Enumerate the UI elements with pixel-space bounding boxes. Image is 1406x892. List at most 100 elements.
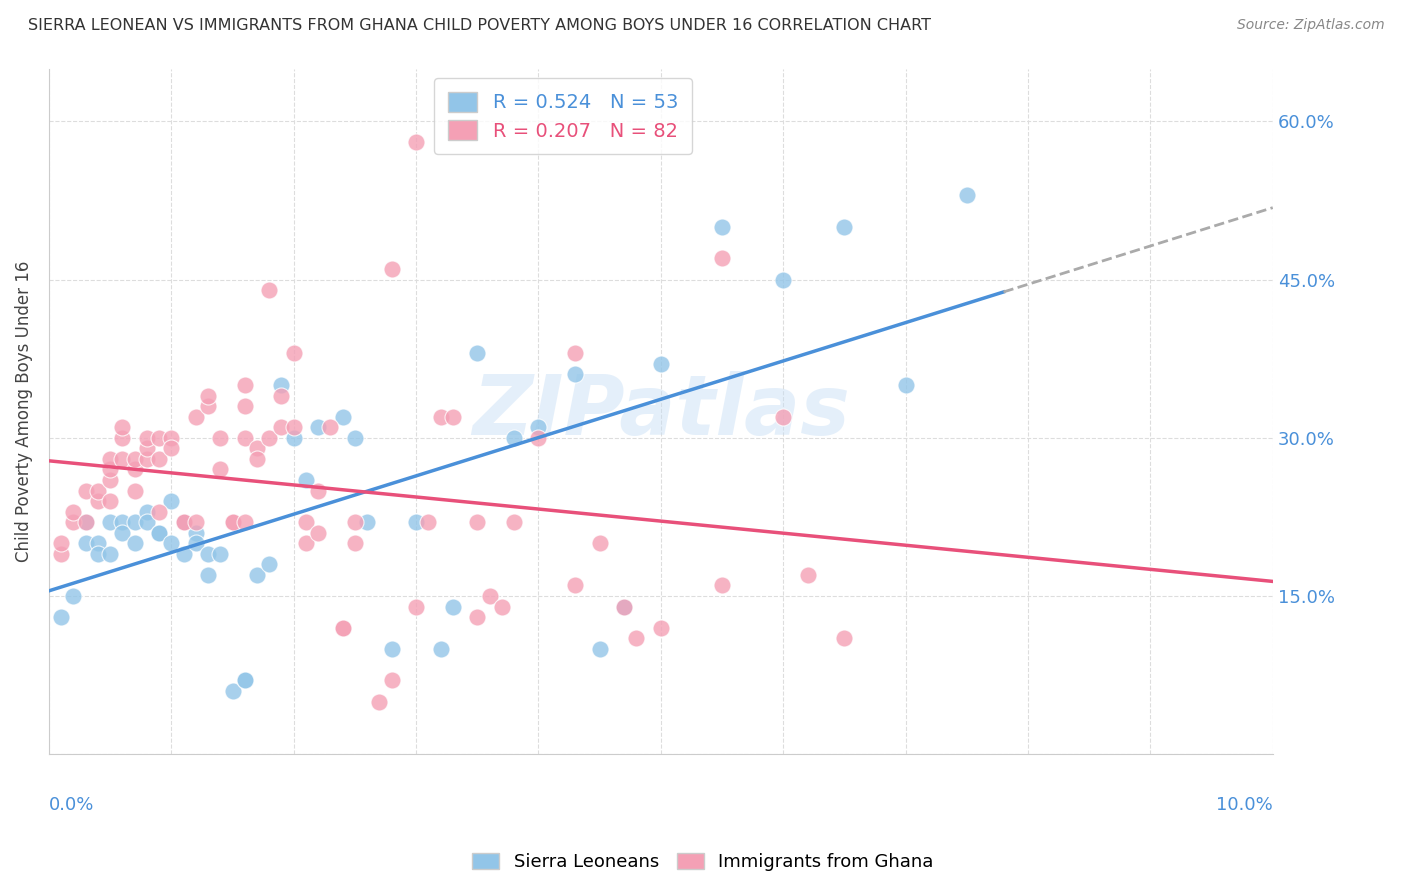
Point bbox=[173, 515, 195, 529]
Point bbox=[184, 409, 207, 424]
Point bbox=[441, 409, 464, 424]
Point bbox=[75, 515, 97, 529]
Point bbox=[124, 536, 146, 550]
Text: ZIPatlas: ZIPatlas bbox=[472, 371, 849, 452]
Point bbox=[613, 599, 636, 614]
Point bbox=[441, 599, 464, 614]
Point bbox=[197, 547, 219, 561]
Point bbox=[233, 673, 256, 688]
Point bbox=[491, 599, 513, 614]
Point bbox=[148, 505, 170, 519]
Point bbox=[772, 409, 794, 424]
Point bbox=[332, 621, 354, 635]
Point bbox=[111, 420, 134, 434]
Point bbox=[259, 283, 281, 297]
Point bbox=[62, 515, 84, 529]
Point bbox=[626, 632, 648, 646]
Point bbox=[834, 632, 856, 646]
Point bbox=[184, 536, 207, 550]
Point bbox=[87, 547, 110, 561]
Point bbox=[465, 515, 488, 529]
Point bbox=[650, 621, 672, 635]
Point bbox=[332, 409, 354, 424]
Point bbox=[772, 272, 794, 286]
Point bbox=[98, 494, 121, 508]
Point bbox=[796, 568, 818, 582]
Point bbox=[209, 547, 232, 561]
Point bbox=[135, 442, 157, 456]
Point bbox=[283, 346, 305, 360]
Point bbox=[98, 451, 121, 466]
Point bbox=[429, 409, 451, 424]
Point bbox=[246, 451, 269, 466]
Point bbox=[184, 525, 207, 540]
Text: SIERRA LEONEAN VS IMMIGRANTS FROM GHANA CHILD POVERTY AMONG BOYS UNDER 16 CORREL: SIERRA LEONEAN VS IMMIGRANTS FROM GHANA … bbox=[28, 18, 931, 33]
Point bbox=[221, 515, 243, 529]
Text: Source: ZipAtlas.com: Source: ZipAtlas.com bbox=[1237, 18, 1385, 32]
Point bbox=[711, 252, 734, 266]
Point bbox=[148, 525, 170, 540]
Point bbox=[98, 473, 121, 487]
Point bbox=[405, 599, 427, 614]
Point bbox=[124, 515, 146, 529]
Point bbox=[418, 515, 440, 529]
Point bbox=[711, 219, 734, 234]
Point bbox=[233, 399, 256, 413]
Point bbox=[148, 451, 170, 466]
Point bbox=[197, 399, 219, 413]
Point bbox=[503, 431, 526, 445]
Point bbox=[135, 431, 157, 445]
Point bbox=[98, 515, 121, 529]
Point bbox=[124, 483, 146, 498]
Y-axis label: Child Poverty Among Boys Under 16: Child Poverty Among Boys Under 16 bbox=[15, 260, 32, 562]
Point bbox=[124, 451, 146, 466]
Point bbox=[381, 262, 404, 277]
Point bbox=[564, 368, 586, 382]
Point bbox=[135, 515, 157, 529]
Point bbox=[87, 483, 110, 498]
Point bbox=[98, 462, 121, 476]
Point bbox=[87, 536, 110, 550]
Point bbox=[307, 420, 329, 434]
Point bbox=[283, 420, 305, 434]
Point bbox=[894, 378, 917, 392]
Point bbox=[319, 420, 342, 434]
Point bbox=[503, 515, 526, 529]
Point bbox=[307, 525, 329, 540]
Point bbox=[527, 431, 550, 445]
Point bbox=[259, 558, 281, 572]
Point bbox=[209, 431, 232, 445]
Point bbox=[246, 442, 269, 456]
Point bbox=[270, 420, 292, 434]
Point bbox=[405, 515, 427, 529]
Point bbox=[75, 536, 97, 550]
Point bbox=[111, 431, 134, 445]
Point bbox=[478, 589, 501, 603]
Point bbox=[956, 188, 979, 202]
Point bbox=[564, 346, 586, 360]
Point bbox=[429, 641, 451, 656]
Point bbox=[295, 536, 318, 550]
Point bbox=[197, 388, 219, 402]
Point bbox=[233, 431, 256, 445]
Text: 10.0%: 10.0% bbox=[1216, 797, 1272, 814]
Point bbox=[233, 673, 256, 688]
Point bbox=[295, 515, 318, 529]
Point bbox=[160, 494, 183, 508]
Point bbox=[613, 599, 636, 614]
Point bbox=[124, 462, 146, 476]
Point bbox=[111, 515, 134, 529]
Legend: R = 0.524   N = 53, R = 0.207   N = 82: R = 0.524 N = 53, R = 0.207 N = 82 bbox=[434, 78, 692, 154]
Point bbox=[98, 547, 121, 561]
Point bbox=[589, 536, 612, 550]
Point bbox=[527, 420, 550, 434]
Point bbox=[711, 578, 734, 592]
Point bbox=[173, 547, 195, 561]
Point bbox=[564, 578, 586, 592]
Point bbox=[307, 483, 329, 498]
Point bbox=[135, 451, 157, 466]
Point bbox=[173, 515, 195, 529]
Point bbox=[343, 536, 366, 550]
Point bbox=[111, 525, 134, 540]
Point bbox=[87, 494, 110, 508]
